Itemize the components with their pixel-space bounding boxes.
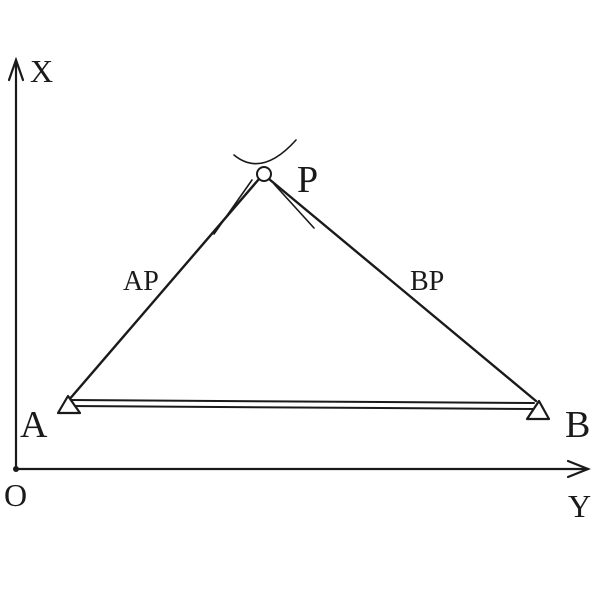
horizontal-axis-arrowhead xyxy=(566,459,591,479)
point-p-label: P xyxy=(297,159,318,201)
line-ap xyxy=(66,177,261,403)
line-bp xyxy=(267,177,538,403)
vertical-axis-arrowhead xyxy=(7,56,25,82)
coordinate-axes xyxy=(7,56,591,479)
point-a-label: A xyxy=(20,404,48,446)
baseline-ab-upper xyxy=(69,399,535,404)
point-b-label: B xyxy=(565,404,590,446)
point-p-marker xyxy=(256,166,272,182)
arc-tick-right xyxy=(273,183,315,229)
origin-label: O xyxy=(4,477,27,513)
point-b-marker xyxy=(525,399,551,421)
arc-from-a xyxy=(233,139,297,165)
arc-tick-left xyxy=(213,179,253,235)
origin-dot xyxy=(13,466,19,472)
point-a-marker xyxy=(56,394,82,415)
baseline-ab-lower xyxy=(69,405,535,410)
y-axis-label: Y xyxy=(568,488,591,524)
x-axis-label: X xyxy=(30,53,53,89)
intersection-arcs xyxy=(213,139,315,235)
line-bp-label: BP xyxy=(410,266,444,297)
line-ap-label: AP xyxy=(123,266,159,297)
